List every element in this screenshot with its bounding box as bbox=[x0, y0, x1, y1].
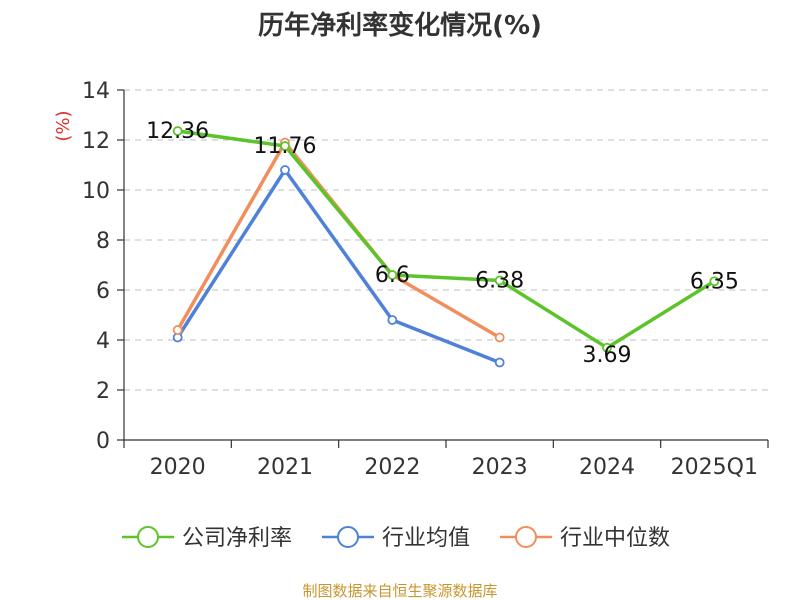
y-tick-label: 8 bbox=[96, 229, 110, 254]
data-label: 6.35 bbox=[690, 269, 739, 294]
data-point bbox=[602, 342, 612, 353]
y-tick-label: 10 bbox=[82, 179, 110, 204]
y-axis-label: (%) bbox=[53, 110, 74, 141]
data-label: 12.36 bbox=[146, 119, 209, 144]
data-point bbox=[172, 325, 183, 335]
legend-marker bbox=[137, 526, 159, 548]
data-point bbox=[387, 270, 398, 280]
axes bbox=[117, 89, 769, 448]
series-group bbox=[172, 126, 720, 368]
legend-label: 行业均值 bbox=[382, 526, 470, 551]
legend-label: 公司净利率 bbox=[182, 526, 292, 551]
data-point bbox=[709, 276, 720, 287]
data-label: 11.76 bbox=[254, 134, 317, 159]
data-point bbox=[387, 315, 398, 325]
x-tick-label: 2025Q1 bbox=[671, 455, 758, 480]
y-tick-label: 6 bbox=[96, 279, 110, 304]
legend: 公司净利率 行业均值 行业中位数 bbox=[122, 526, 670, 551]
data-point bbox=[494, 357, 505, 368]
x-tick-label: 2020 bbox=[150, 455, 206, 480]
y-tick-labels: 0 2 4 6 8 10 12 14 bbox=[82, 79, 110, 454]
data-label: 6.6 bbox=[375, 263, 410, 288]
series-line-1 bbox=[175, 129, 717, 350]
data-point bbox=[494, 332, 505, 343]
y-tick-label: 4 bbox=[96, 329, 110, 354]
chart-title: 历年净利率变化情况(%) bbox=[258, 10, 542, 41]
x-tick-label: 2024 bbox=[579, 455, 635, 480]
legend-marker bbox=[515, 526, 537, 548]
data-point bbox=[494, 275, 505, 286]
data-point bbox=[172, 126, 183, 136]
x-tick-label: 2021 bbox=[257, 455, 313, 480]
y-tick-label: 14 bbox=[82, 79, 110, 104]
x-tick-label: 2023 bbox=[472, 455, 528, 480]
data-labels: 12.36 11.76 6.6 6.38 3.69 6.35 bbox=[146, 119, 739, 368]
data-label: 6.38 bbox=[475, 269, 524, 294]
y-tick-label: 2 bbox=[96, 379, 110, 404]
x-tick-label: 2022 bbox=[364, 455, 420, 480]
legend-label: 行业中位数 bbox=[560, 526, 670, 551]
y-tick-label: 0 bbox=[96, 429, 110, 454]
y-tick-label: 12 bbox=[82, 129, 110, 154]
data-label: 3.69 bbox=[583, 343, 632, 368]
grid-lines bbox=[124, 89, 768, 391]
source-note: 制图数据来自恒生聚源数据库 bbox=[302, 582, 497, 600]
legend-marker bbox=[337, 526, 359, 548]
series-line-2 bbox=[175, 168, 502, 365]
data-point bbox=[280, 165, 290, 175]
x-tick-labels: 2020 2021 2022 2023 2024 2025Q1 bbox=[150, 455, 758, 480]
data-point bbox=[280, 141, 290, 151]
